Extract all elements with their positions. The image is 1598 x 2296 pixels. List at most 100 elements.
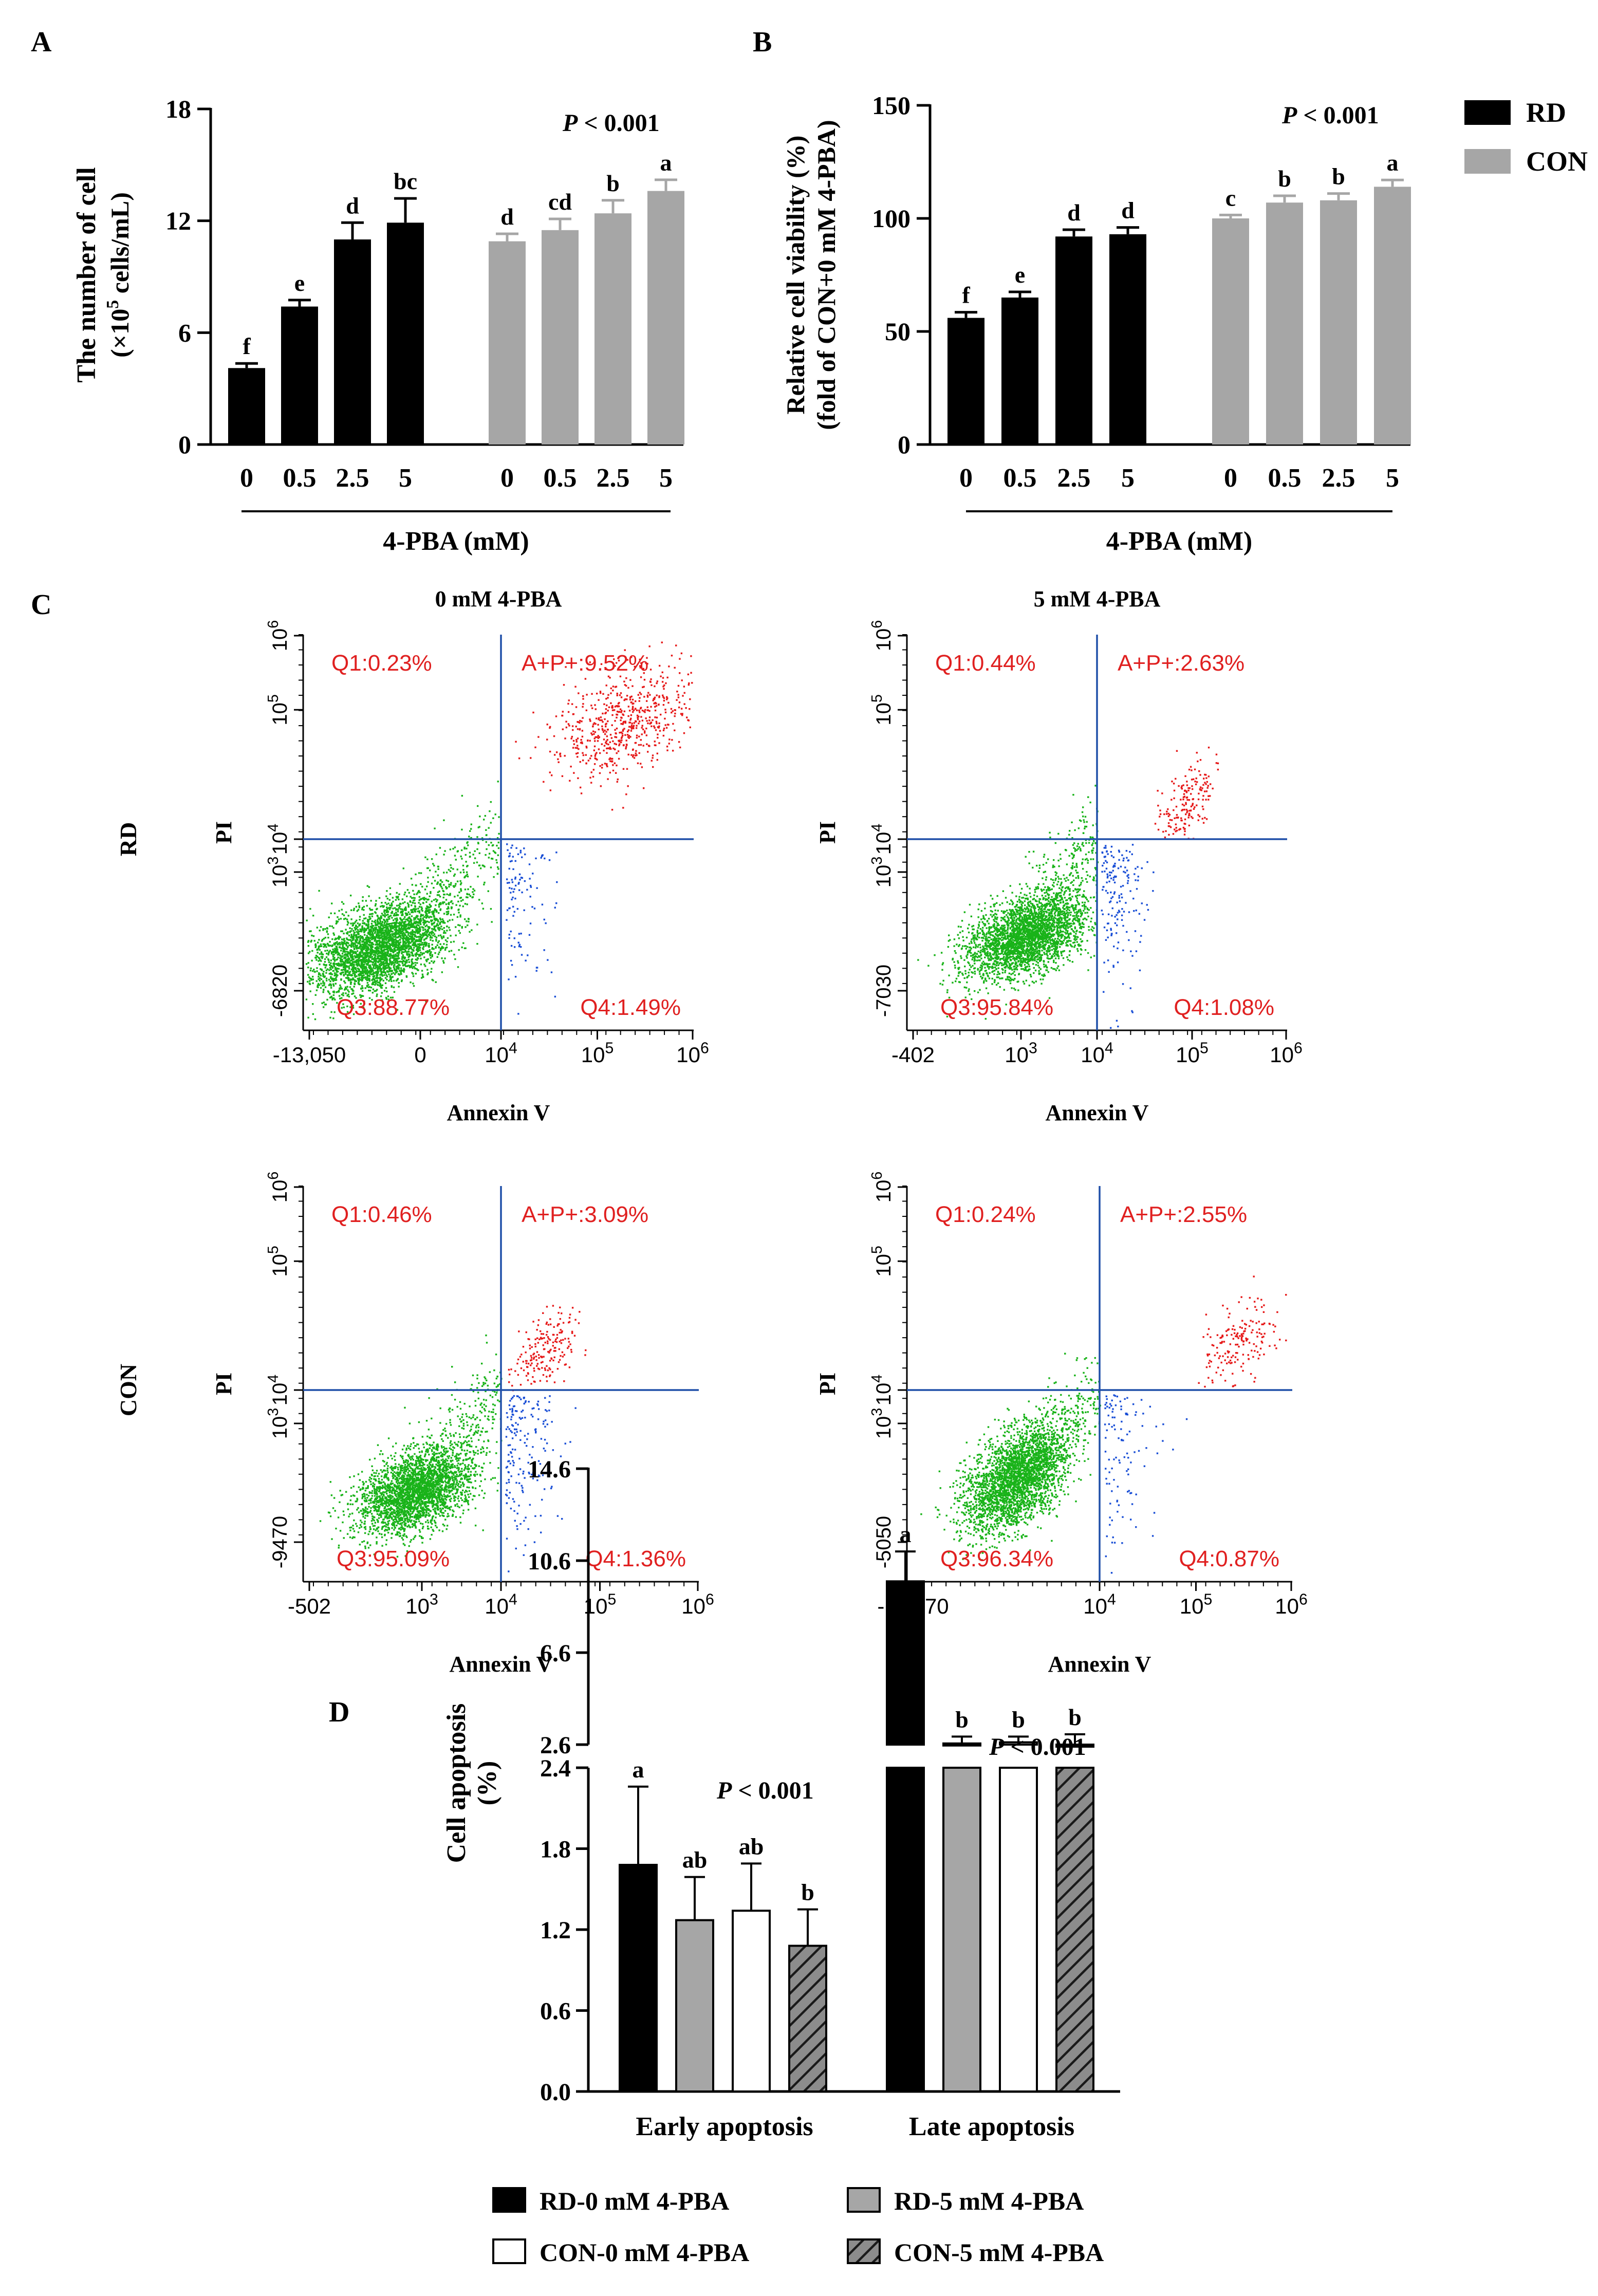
event-dot [614,729,616,731]
event-dot [335,977,337,979]
event-dot [368,941,370,943]
event-dot [554,906,556,909]
event-dot [518,757,521,760]
event-dot [614,736,616,738]
event-dot [541,903,544,905]
event-dot [410,932,412,934]
event-dot [510,930,512,933]
event-dot [465,861,467,863]
event-dot [415,908,417,910]
event-dot [342,941,344,944]
event-dot [353,986,355,988]
event-dot [391,902,393,904]
event-dot [448,950,450,953]
event-dot [599,765,601,767]
event-dot [1065,942,1067,944]
event-dot [412,949,415,951]
event-dot [344,951,346,953]
event-dot [315,945,317,947]
event-dot [399,932,402,935]
event-dot [1057,933,1060,936]
event-dot [666,746,668,748]
event-dot [401,947,403,949]
event-dot [614,762,616,764]
event-dot [418,896,421,898]
event-dot [320,960,322,962]
event-dot [380,930,382,932]
event-dot [341,997,343,999]
event-dot [368,978,370,980]
event-dot [333,934,336,936]
event-dot [318,984,320,986]
event-dot [373,978,375,980]
event-dot [352,938,355,940]
event-dot [508,978,510,980]
event-dot [418,918,420,920]
event-dot [591,693,593,695]
event-dot [590,705,592,707]
event-dot [358,959,360,961]
event-dot [1086,939,1088,942]
event-dot [447,937,449,939]
event-dot [994,945,996,947]
event-dot [364,955,366,957]
event-dot [685,707,687,709]
event-dot [319,979,321,982]
event-dot [438,904,440,906]
event-dot [416,945,418,947]
event-dot [324,945,326,947]
event-dot [469,931,471,933]
event-dot [1045,898,1047,900]
event-dot [414,918,417,920]
event-dot [328,952,330,954]
event-dot [629,696,631,698]
event-dot [343,947,345,949]
event-dot [630,754,633,756]
event-dot [413,985,415,987]
event-dot [434,935,436,937]
event-dot [358,931,360,933]
quadrant-q3-label: Q3:88.77% [337,995,450,1020]
event-dot [377,982,379,984]
event-dot [648,716,651,718]
event-dot [413,919,415,921]
dot-plot-y-tick-label: 103 [869,857,895,888]
event-dot [582,717,584,719]
event-dot [376,934,378,936]
event-dot [407,917,410,919]
event-dot [468,920,470,923]
event-dot [386,975,388,977]
event-dot [520,877,523,879]
event-dot [429,916,431,918]
event-dot [434,908,436,910]
event-dot [574,747,577,749]
event-dot [1075,869,1077,872]
event-dot [477,842,479,844]
event-dot [596,736,598,738]
event-dot [629,719,631,721]
event-dot [342,971,344,973]
event-dot [378,927,380,929]
event-dot [358,983,360,985]
event-dot [473,862,475,864]
event-dot [309,990,311,992]
event-dot [604,718,606,720]
significance-letter-A: bc [394,168,417,194]
event-dot [462,905,464,908]
event-dot [512,856,514,858]
event-dot [330,996,332,998]
event-dot [357,922,359,924]
event-dot [421,885,423,888]
event-dot [1007,958,1009,960]
event-dot [431,928,433,930]
event-dot [309,908,311,910]
event-dot [627,729,630,731]
event-dot [408,913,411,915]
event-dot [379,983,381,985]
event-dot [656,722,658,725]
event-dot [429,949,431,951]
event-dot [350,918,352,920]
event-dot [607,743,609,746]
event-dot [371,935,374,937]
event-dot [1065,928,1067,930]
